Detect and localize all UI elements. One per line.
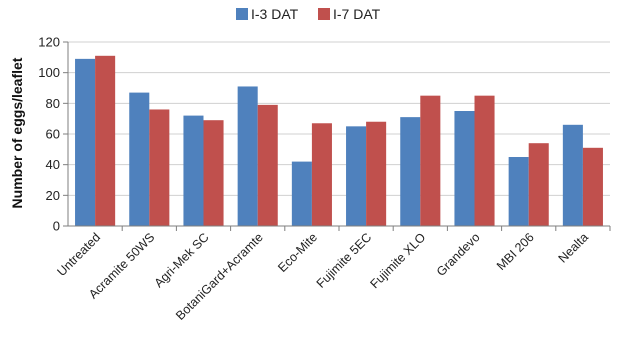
bar-i-3-dat-eco-mite — [291, 161, 312, 226]
bar-i-7-dat-grandevo — [474, 95, 495, 227]
legend: I-3 DAT I-7 DAT — [236, 6, 381, 22]
x-tick-label: Untreated — [54, 230, 103, 279]
x-tick-label: Fujimite 5EC — [314, 230, 374, 290]
y-axis-title: Number of eggs/leaflet — [9, 57, 25, 208]
legend-swatch-i-7-dat — [318, 8, 330, 20]
legend-label-i-3-dat: I-3 DAT — [251, 6, 299, 22]
y-axis-ticks: 0 20 40 60 80 100 120 — [38, 35, 68, 234]
bar-i-7-dat-mbi-206 — [528, 143, 549, 226]
bar-i-7-dat-acramite-50ws — [149, 109, 170, 226]
bars — [75, 55, 603, 227]
x-tick-label: Agri-Mek SC — [152, 230, 212, 290]
bar-i-3-dat-grandevo — [454, 111, 475, 226]
y-tick-label: 80 — [46, 96, 60, 111]
x-tick-label: Grandevo — [434, 230, 483, 279]
bar-i-3-dat-nealta — [562, 124, 583, 226]
bar-i-3-dat-botanigard-acramte — [237, 86, 258, 226]
bar-i-7-dat-nealta — [582, 147, 603, 226]
bar-i-3-dat-untreated — [75, 58, 96, 226]
y-tick-label: 40 — [46, 157, 60, 172]
bar-i-7-dat-fujimite-5ec — [366, 121, 387, 226]
bar-i-7-dat-untreated — [95, 55, 116, 226]
x-tick-label: Nealta — [556, 230, 591, 265]
legend-swatch-i-3-dat — [236, 8, 248, 20]
y-tick-label: 0 — [53, 219, 60, 234]
bar-i-3-dat-fujimite-5ec — [346, 126, 367, 226]
x-tick-label: Fujimite XLO — [367, 230, 428, 291]
x-tick-label: Eco-Mite — [275, 230, 320, 275]
y-tick-label: 120 — [38, 35, 60, 50]
bar-i-3-dat-agri-mek-sc — [183, 115, 204, 226]
bar-i-3-dat-fujimite-xlo — [400, 117, 421, 226]
y-tick-label: 100 — [38, 65, 60, 80]
bar-i-7-dat-agri-mek-sc — [203, 120, 224, 226]
x-tick-label: MBI 206 — [494, 230, 537, 273]
y-tick-label: 60 — [46, 127, 60, 142]
bar-i-7-dat-botanigard-acramte — [257, 104, 278, 226]
bar-i-3-dat-mbi-206 — [508, 157, 529, 226]
legend-label-i-7-dat: I-7 DAT — [333, 6, 381, 22]
bar-i-7-dat-fujimite-xlo — [420, 95, 441, 227]
y-tick-label: 20 — [46, 188, 60, 203]
bar-i-3-dat-acramite-50ws — [129, 92, 150, 226]
bar-i-7-dat-eco-mite — [311, 123, 332, 226]
